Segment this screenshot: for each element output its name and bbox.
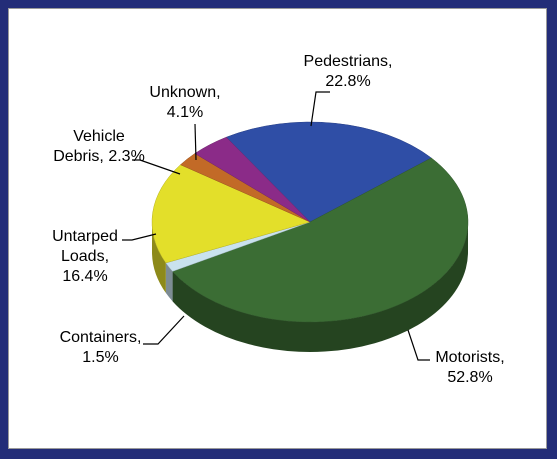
leader-line [194,123,197,161]
value-label: 1.5% [82,349,119,366]
category-label: Motorists, [435,349,505,366]
category-label: Containers, [59,329,142,346]
slice-label: Motorists, 52.8% [420,348,520,388]
slice-label: Containers, 1.5% [48,328,153,368]
leader-line [407,329,430,361]
leader-line [310,91,330,127]
value-label: 16.4% [62,268,108,285]
category-label: Unknown, [149,84,221,101]
slice-label: Unknown, 4.1% [135,83,235,123]
leader-line [132,159,181,175]
leader-line [143,315,185,345]
category-label: Vehicle Debris, [53,128,125,165]
category-label: Untarped Loads, [52,228,118,265]
category-label: Pedestrians, [303,53,393,70]
slice [172,157,469,323]
slice-label: Pedestrians, 22.8% [298,52,398,92]
leader-line [122,233,157,241]
slice-label: Untarped Loads, 16.4% [40,227,130,287]
slice-side [172,222,468,353]
slice-side [165,262,173,302]
slice-label: Vehicle Debris, 2.3% [46,127,152,167]
value-label: 2.3% [108,148,145,165]
slice [194,136,311,223]
value-label: 4.1% [166,104,204,121]
value-label: 22.8% [325,73,371,90]
slice-side [152,222,166,293]
value-label: 52.8% [447,369,493,386]
slice [225,121,432,223]
slice-sides [152,222,468,353]
